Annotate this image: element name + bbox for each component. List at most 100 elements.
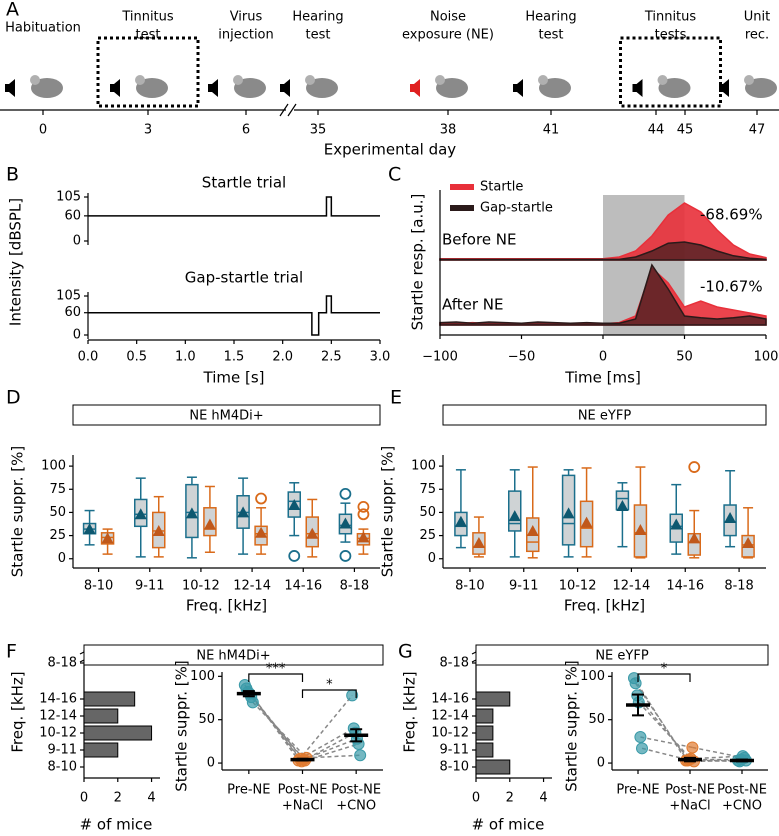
mean-marker bbox=[185, 507, 198, 519]
x-tick-label: 8-10 bbox=[455, 579, 485, 594]
row-label: After NE bbox=[442, 296, 504, 314]
x-axis-label: Freq. [kHz] bbox=[186, 597, 267, 615]
x-tick-label: 9-11 bbox=[135, 579, 165, 594]
x-axis-label: # of mice bbox=[472, 816, 545, 834]
x-tick-label: +CNO bbox=[722, 799, 762, 814]
mean-marker bbox=[83, 523, 96, 535]
mean-marker bbox=[101, 532, 114, 544]
outlier bbox=[357, 500, 370, 513]
mouse-ear bbox=[657, 75, 668, 85]
y-tick-label: 12-14 bbox=[39, 709, 77, 724]
mean-marker bbox=[339, 517, 352, 529]
speaker-icon bbox=[208, 79, 218, 97]
outlier bbox=[339, 550, 352, 562]
mean-marker bbox=[152, 524, 165, 536]
event-label: Tinnitus bbox=[644, 10, 697, 25]
bar bbox=[475, 725, 494, 741]
mean-marker bbox=[634, 524, 647, 536]
x-axis-label: Freq. [kHz] bbox=[564, 597, 645, 615]
x-tick-label: 2.5 bbox=[321, 350, 342, 365]
y-tick-label: 75 bbox=[419, 482, 436, 497]
panel-letter: A bbox=[6, 0, 19, 21]
bar bbox=[475, 759, 511, 775]
y-tick-label: 60 bbox=[64, 208, 81, 223]
x-tick-label: Post-NE bbox=[331, 783, 381, 798]
outlier bbox=[288, 550, 301, 562]
x-tick-label: 1.0 bbox=[175, 350, 196, 365]
y-tick-label: 8-10 bbox=[439, 760, 469, 775]
x-tick-label: 47 bbox=[749, 123, 766, 138]
speaker-icon bbox=[110, 79, 120, 97]
annotation: -10.67% bbox=[700, 278, 763, 296]
event-label: test bbox=[539, 28, 564, 43]
x-tick-label: 3 bbox=[144, 123, 152, 138]
paired-line bbox=[633, 677, 687, 761]
significance-label: *** bbox=[266, 662, 286, 677]
y-axis-label: Freq. [kHz] bbox=[9, 671, 27, 752]
x-tick-label: 14-16 bbox=[284, 579, 322, 594]
x-tick-label: Pre-NE bbox=[227, 783, 270, 798]
x-tick-label: 0 bbox=[39, 123, 47, 138]
event-label: test bbox=[306, 28, 331, 43]
y-tick-label: 8-18 bbox=[47, 656, 77, 671]
y-tick-label: 0 bbox=[73, 234, 81, 249]
event-label: tests bbox=[655, 28, 687, 43]
y-tick-label: 50 bbox=[419, 505, 436, 520]
event-label: Hearing bbox=[292, 10, 343, 25]
significance-bracket bbox=[301, 689, 357, 698]
y-tick-label: 9-11 bbox=[47, 743, 77, 758]
event-label: Unit bbox=[744, 10, 770, 25]
x-tick-label: 35 bbox=[310, 123, 327, 138]
x-axis-label: Time [ms] bbox=[564, 369, 641, 387]
x-tick-label: 4 bbox=[539, 791, 547, 806]
panel-letter: E bbox=[390, 387, 402, 409]
row-label: Before NE bbox=[442, 231, 517, 249]
x-tick-label: 12-14 bbox=[613, 579, 651, 594]
y-tick-label: 105 bbox=[56, 190, 81, 205]
paired-line bbox=[640, 736, 693, 749]
y-tick-label: 50 bbox=[198, 712, 215, 727]
y-tick-label: 75 bbox=[49, 482, 66, 497]
speaker-icon bbox=[5, 79, 15, 97]
mean-marker bbox=[134, 508, 147, 520]
x-axis-label: Time [s] bbox=[203, 369, 265, 387]
paired-line bbox=[297, 694, 353, 761]
mean-marker bbox=[580, 516, 593, 528]
paired-line bbox=[306, 754, 361, 759]
x-tick-label: Post-NE bbox=[717, 783, 767, 798]
bar bbox=[83, 725, 153, 741]
event-label: exposure (NE) bbox=[402, 28, 494, 43]
x-tick-label: 0 bbox=[599, 350, 607, 365]
mouse-ear bbox=[30, 75, 40, 85]
speaker-icon bbox=[719, 79, 729, 97]
outlier bbox=[339, 488, 352, 500]
outlier bbox=[255, 492, 267, 505]
x-tick-label: 45 bbox=[677, 123, 694, 138]
paired-line bbox=[252, 701, 308, 759]
bar bbox=[83, 742, 119, 758]
y-tick-label: 0 bbox=[73, 328, 81, 343]
mean-marker bbox=[508, 510, 521, 522]
mean-marker bbox=[562, 507, 575, 519]
y-tick-label: 50 bbox=[588, 712, 605, 727]
title-box bbox=[442, 404, 767, 426]
x-tick-label: 8-10 bbox=[84, 579, 114, 594]
y-tick-label: 14-16 bbox=[431, 692, 469, 707]
mean-marker bbox=[203, 518, 216, 530]
axis-break bbox=[287, 103, 297, 117]
paired-line bbox=[638, 701, 692, 760]
trace-title: Gap-startle trial bbox=[185, 269, 303, 287]
bar bbox=[475, 708, 494, 724]
y-tick-label: 100 bbox=[411, 459, 436, 474]
x-tick-label: 0.0 bbox=[78, 350, 99, 365]
event-label: Virus bbox=[230, 10, 263, 25]
event-label: injection bbox=[218, 28, 274, 43]
x-tick-label: Pre-NE bbox=[616, 783, 659, 798]
chart-title: NE eYFP bbox=[595, 649, 648, 664]
y-axis-label: Freq. [kHz] bbox=[401, 671, 419, 752]
y-tick-label: 100 bbox=[41, 459, 66, 474]
mouse-ear bbox=[233, 75, 243, 85]
stimulus-trace bbox=[88, 196, 380, 217]
mean-marker bbox=[670, 518, 683, 530]
